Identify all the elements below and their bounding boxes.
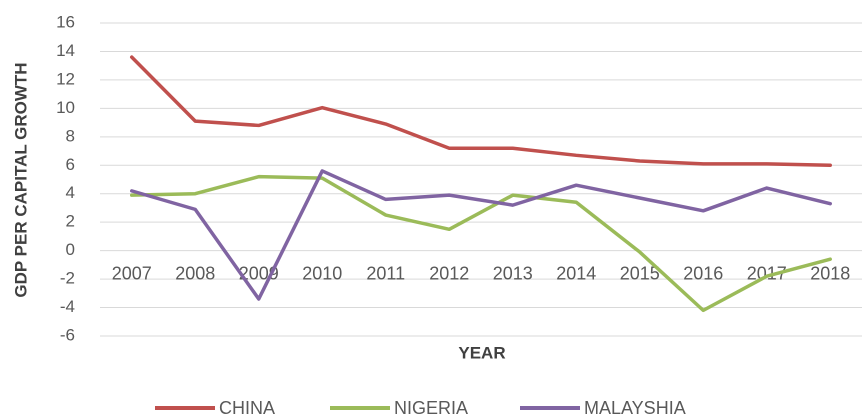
y-tick-label: 8: [66, 126, 75, 145]
x-tick-label: 2015: [620, 263, 660, 283]
y-tick-label: 0: [66, 240, 75, 259]
y-tick-label: 16: [56, 12, 75, 31]
x-tick-label: 2016: [683, 263, 723, 283]
legend-label: MALAYSHIA: [584, 398, 686, 418]
x-tick-label: 2010: [302, 263, 342, 283]
y-tick-label: 10: [56, 98, 75, 117]
y-axis-title: GDP PER CAPITAL GROWTH: [11, 62, 30, 297]
x-tick-label: 2018: [810, 263, 850, 283]
y-tick-label: -4: [60, 297, 75, 316]
series-line: [130, 174, 832, 313]
x-tick-label: 2007: [112, 263, 152, 283]
x-tick-label: 2012: [429, 263, 469, 283]
x-tick-label: 2011: [366, 263, 405, 283]
x-tick-label: 2014: [556, 263, 596, 283]
x-tick-label: 2008: [175, 263, 215, 283]
x-axis-title: YEAR: [458, 343, 505, 362]
series-line: [130, 55, 832, 168]
y-tick-label: -2: [60, 269, 75, 288]
y-tick-label: 6: [66, 155, 75, 174]
legend-label: NIGERIA: [394, 398, 468, 418]
legend-label: CHINA: [219, 398, 275, 418]
series-line: [130, 169, 832, 301]
x-tick-label: 2013: [493, 263, 533, 283]
y-tick-label: -6: [60, 325, 75, 344]
y-tick-label: 4: [66, 183, 75, 202]
y-tick-label: 14: [56, 41, 75, 60]
y-tick-label: 2: [66, 212, 75, 231]
x-tick-label: 2017: [747, 263, 787, 283]
y-tick-label: 12: [56, 69, 75, 88]
